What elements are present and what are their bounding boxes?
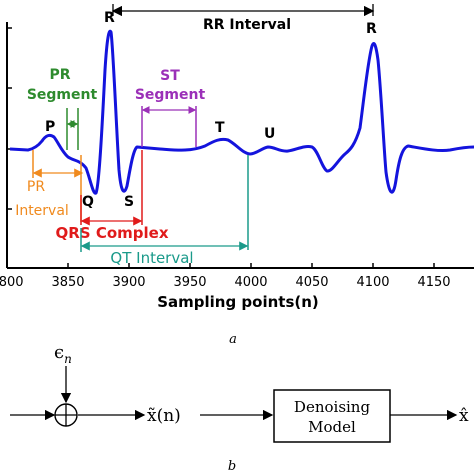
x-tick-label: 3800 bbox=[0, 275, 24, 290]
qrs-complex-label: QRS Complex bbox=[56, 224, 169, 242]
ecg-plot: 3800 3850 3900 3950 4000 4050 4100 4150 Samplin… bbox=[0, 4, 474, 347]
wave-label-r1: R bbox=[104, 10, 115, 26]
rr-interval-label: RR Interval bbox=[203, 17, 291, 33]
x-tick-label: 4050 bbox=[295, 275, 328, 290]
pr-segment-label-2: Segment bbox=[27, 87, 98, 103]
pr-segment-label-1: PR bbox=[49, 67, 70, 83]
pr-interval-label-1: PR bbox=[27, 179, 45, 195]
x-tick-label: 4150 bbox=[417, 275, 450, 290]
block-label-2: Model bbox=[308, 418, 356, 436]
wave-label-r2: R bbox=[366, 21, 377, 37]
noise-symbol-subscript: n bbox=[64, 352, 72, 366]
wave-label-t: T bbox=[215, 120, 225, 136]
denoising-model-block bbox=[273, 389, 391, 443]
noise-symbol: ϵn bbox=[54, 342, 72, 366]
wave-label-q: Q bbox=[82, 194, 94, 210]
noise-symbol-main: ϵ bbox=[54, 342, 64, 363]
x-tick-label: 3850 bbox=[51, 275, 84, 290]
caption-b: b bbox=[228, 459, 236, 474]
st-segment-label-1: ST bbox=[160, 68, 180, 84]
x-tick-label: 3900 bbox=[112, 275, 145, 290]
caption-a: a bbox=[229, 332, 237, 347]
block-label-1: Denoising bbox=[294, 398, 371, 416]
x-axis-label: Sampling points(n) bbox=[157, 293, 319, 311]
ecg-signal bbox=[9, 29, 474, 195]
wave-label-u: U bbox=[264, 126, 275, 142]
x-tick-label: 3950 bbox=[173, 275, 206, 290]
x-tick-label: 4100 bbox=[356, 275, 389, 290]
x-tick-label: 4000 bbox=[234, 275, 267, 290]
block-diagram: ϵn x̃(n) Denoising Model x̂ b bbox=[10, 342, 469, 474]
signal-label: x̃(n) bbox=[147, 406, 181, 426]
qt-interval-label: QT Interval bbox=[110, 249, 193, 267]
x-ticks: 3800 3850 3900 3950 4000 4050 4100 4150 bbox=[0, 263, 451, 290]
wave-label-p: P bbox=[45, 119, 55, 135]
circle-plus-icon bbox=[54, 403, 78, 427]
wave-label-s: S bbox=[124, 194, 134, 210]
pr-interval-label-2: Interval bbox=[15, 203, 69, 219]
st-segment-label-2: Segment bbox=[135, 87, 206, 103]
output-label: x̂ bbox=[459, 406, 469, 426]
